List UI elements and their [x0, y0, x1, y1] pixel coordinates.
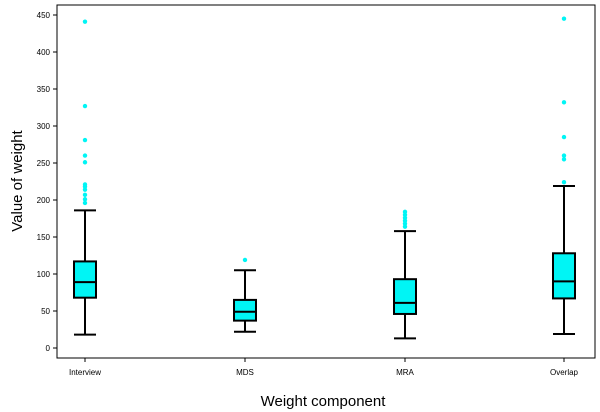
x-tick-label: Interview: [69, 368, 101, 377]
iqr-box: [393, 278, 417, 315]
outlier-point: [82, 19, 88, 24]
outlier-point: [82, 182, 88, 187]
iqr-box: [552, 252, 576, 300]
y-tick-label: 400: [37, 48, 51, 57]
y-tick-label: 50: [41, 307, 50, 316]
box-mra: [393, 209, 417, 340]
outlier-point: [82, 200, 88, 206]
outlier-point: [561, 153, 567, 158]
outlier-point: [242, 257, 248, 263]
iqr-box: [73, 260, 97, 299]
y-axis: 0 50 100 150 200 250 300 350 400 450: [37, 11, 57, 353]
outlier-point: [561, 180, 567, 185]
y-tick-label: 150: [37, 233, 51, 242]
outlier-point: [82, 103, 88, 109]
outlier-point: [82, 197, 88, 202]
x-axis: Interview MDS MRA Overlap: [69, 358, 579, 377]
y-tick-label: 0: [46, 344, 51, 353]
x-tick-label: Overlap: [550, 368, 579, 377]
x-tick-label: MDS: [236, 368, 254, 377]
y-tick-label: 100: [37, 270, 51, 279]
outlier-point: [561, 134, 567, 140]
outlier-point: [82, 192, 88, 198]
outlier-point: [561, 16, 567, 21]
y-tick-label: 300: [37, 122, 51, 131]
plot-frame: [56, 4, 596, 359]
box-overlap: [552, 16, 576, 335]
y-tick-label: 250: [37, 159, 51, 168]
y-tick-label: 350: [37, 85, 51, 94]
outlier-point: [82, 153, 88, 158]
outlier-point: [402, 209, 408, 215]
x-tick-label: MRA: [396, 368, 414, 377]
outlier-point: [561, 100, 567, 105]
outlier-point: [82, 160, 88, 165]
outlier-point: [82, 137, 88, 143]
outlier-point: [561, 157, 567, 162]
y-tick-label: 450: [37, 11, 51, 20]
y-axis-title: Value of weight: [9, 129, 26, 231]
x-axis-title: Weight component: [261, 393, 387, 410]
box-mds: [233, 257, 257, 333]
boxes-layer: [73, 16, 576, 340]
box-interview: [73, 19, 97, 336]
iqr-box: [233, 298, 257, 322]
y-tick-label: 200: [37, 196, 51, 205]
